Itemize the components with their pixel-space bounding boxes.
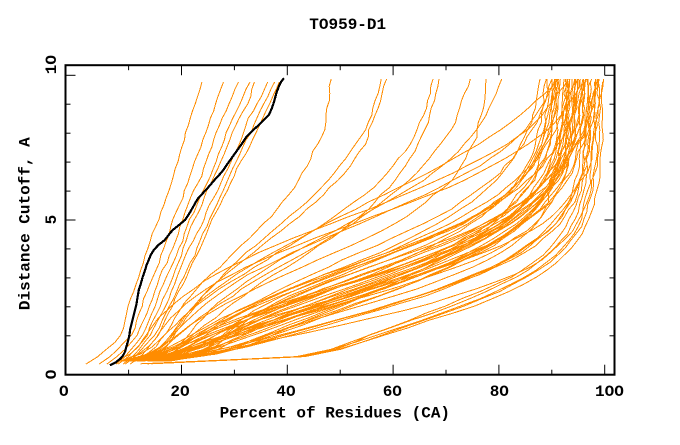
svg-text:Distance Cutoff, A: Distance Cutoff, A <box>17 137 35 310</box>
svg-text:TO959-D1: TO959-D1 <box>309 16 386 34</box>
svg-text:2O: 2O <box>170 383 190 401</box>
svg-text:O: O <box>43 369 61 379</box>
svg-text:4O: 4O <box>276 383 296 401</box>
svg-text:8O: 8O <box>490 383 510 401</box>
svg-text:O: O <box>59 383 69 401</box>
svg-text:1O: 1O <box>43 55 61 75</box>
svg-text:1OO: 1OO <box>595 383 624 401</box>
svg-text:6O: 6O <box>383 383 403 401</box>
svg-text:Percent of Residues (CA): Percent of Residues (CA) <box>220 404 450 422</box>
svg-text:5: 5 <box>43 215 61 225</box>
